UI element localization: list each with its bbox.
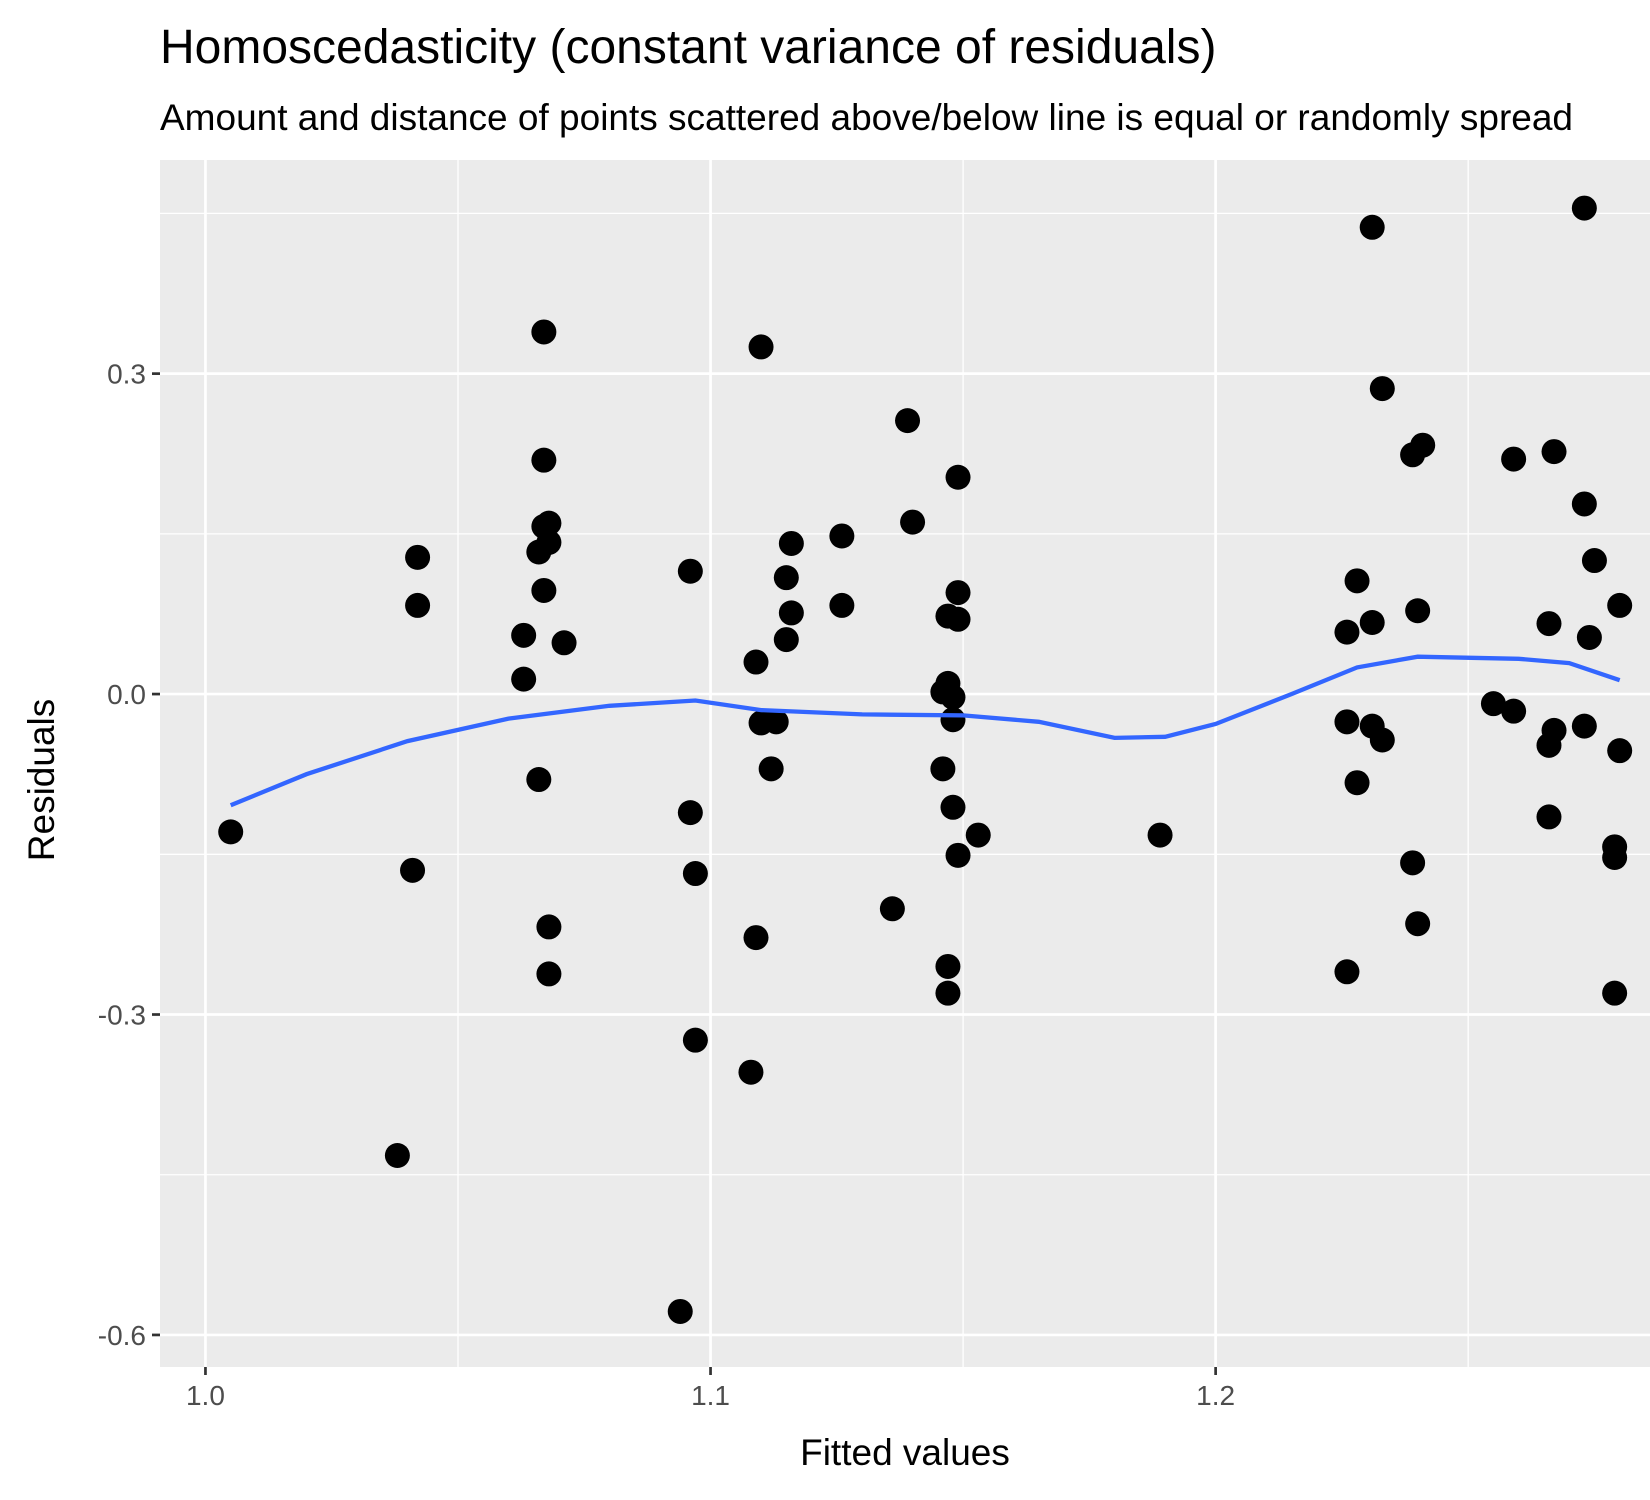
data-point <box>1576 624 1602 650</box>
data-point <box>526 767 552 793</box>
data-point <box>1344 770 1370 796</box>
data-point <box>218 819 244 845</box>
x-axis-title: Fitted values <box>800 1432 1010 1473</box>
x-tick-label: 1.0 <box>186 1380 225 1411</box>
data-point <box>405 592 431 618</box>
data-point <box>940 707 966 733</box>
data-point <box>748 334 774 360</box>
data-point <box>940 684 966 710</box>
data-point <box>1359 214 1385 240</box>
data-point <box>1536 611 1562 637</box>
data-point <box>1541 439 1567 465</box>
grid-minor <box>160 160 1650 1367</box>
data-point <box>682 1027 708 1053</box>
data-point <box>1359 610 1385 636</box>
data-point <box>677 800 703 826</box>
data-point <box>1147 822 1173 848</box>
chart-subtitle: Amount and distance of points scattered … <box>160 97 1573 138</box>
data-point <box>1607 592 1633 618</box>
data-point <box>773 627 799 653</box>
data-point <box>536 961 562 987</box>
x-tick-label: 1.2 <box>1196 1380 1235 1411</box>
data-point <box>930 756 956 782</box>
y-axis: -0.6 -0.3 0.0 0.3 <box>98 359 160 1351</box>
data-point <box>551 630 577 656</box>
data-point <box>1369 727 1395 753</box>
data-point <box>965 822 991 848</box>
data-point <box>536 529 562 555</box>
data-point <box>1369 376 1395 402</box>
data-point <box>1334 709 1360 735</box>
data-point <box>945 606 971 632</box>
data-point <box>778 600 804 626</box>
data-point <box>1536 804 1562 830</box>
data-point <box>738 1059 764 1085</box>
data-point <box>778 530 804 556</box>
data-point <box>829 592 855 618</box>
y-tick-label: -0.6 <box>98 1320 146 1351</box>
chart-title: Homoscedasticity (constant variance of r… <box>160 21 1216 74</box>
data-point <box>511 666 537 692</box>
data-point <box>536 510 562 536</box>
data-point <box>1400 850 1426 876</box>
y-axis-title: Residuals <box>21 699 62 861</box>
data-point <box>1501 446 1527 472</box>
data-point <box>511 622 537 648</box>
data-point <box>935 953 961 979</box>
x-axis: 1.0 1.1 1.2 <box>186 1367 1235 1411</box>
data-point <box>1571 195 1597 221</box>
data-point <box>743 649 769 675</box>
data-point <box>1410 432 1436 458</box>
data-point <box>945 580 971 606</box>
data-point <box>1334 619 1360 645</box>
data-point <box>1344 568 1370 594</box>
smooth-line <box>229 654 1621 808</box>
data-point <box>1501 698 1527 724</box>
data-point <box>384 1143 410 1169</box>
data-point <box>667 1298 693 1324</box>
data-point <box>1571 713 1597 739</box>
data-point <box>1602 980 1628 1006</box>
data-point <box>1405 598 1431 624</box>
data-point <box>400 857 426 883</box>
data-point <box>940 794 966 820</box>
data-point <box>531 577 557 603</box>
data-point <box>682 861 708 887</box>
data-point <box>1581 548 1607 574</box>
data-point <box>1405 911 1431 937</box>
grid-major <box>160 160 1650 1367</box>
data-point <box>829 523 855 549</box>
data-point <box>1607 738 1633 764</box>
data-point <box>945 842 971 868</box>
data-point <box>536 914 562 940</box>
data-point <box>1480 691 1506 717</box>
data-point <box>773 565 799 591</box>
data-point <box>935 980 961 1006</box>
data-point <box>1536 732 1562 758</box>
data-point <box>1571 491 1597 517</box>
data-point <box>531 447 557 473</box>
data-point <box>405 544 431 570</box>
data-point <box>900 509 926 535</box>
plot-panel <box>160 160 1650 1367</box>
y-tick-label: -0.3 <box>98 1000 146 1031</box>
data-point <box>945 464 971 490</box>
data-point <box>531 319 557 345</box>
y-tick-label: 0.3 <box>107 359 146 390</box>
x-tick-label: 1.1 <box>691 1380 730 1411</box>
data-point <box>895 408 921 434</box>
data-point <box>1334 959 1360 985</box>
data-point <box>1602 844 1628 870</box>
data-point <box>879 896 905 922</box>
points-layer <box>218 195 1633 1324</box>
data-point <box>743 925 769 951</box>
data-point <box>677 558 703 584</box>
y-tick-label: 0.0 <box>107 679 146 710</box>
data-point <box>758 756 784 782</box>
data-point <box>763 709 789 735</box>
